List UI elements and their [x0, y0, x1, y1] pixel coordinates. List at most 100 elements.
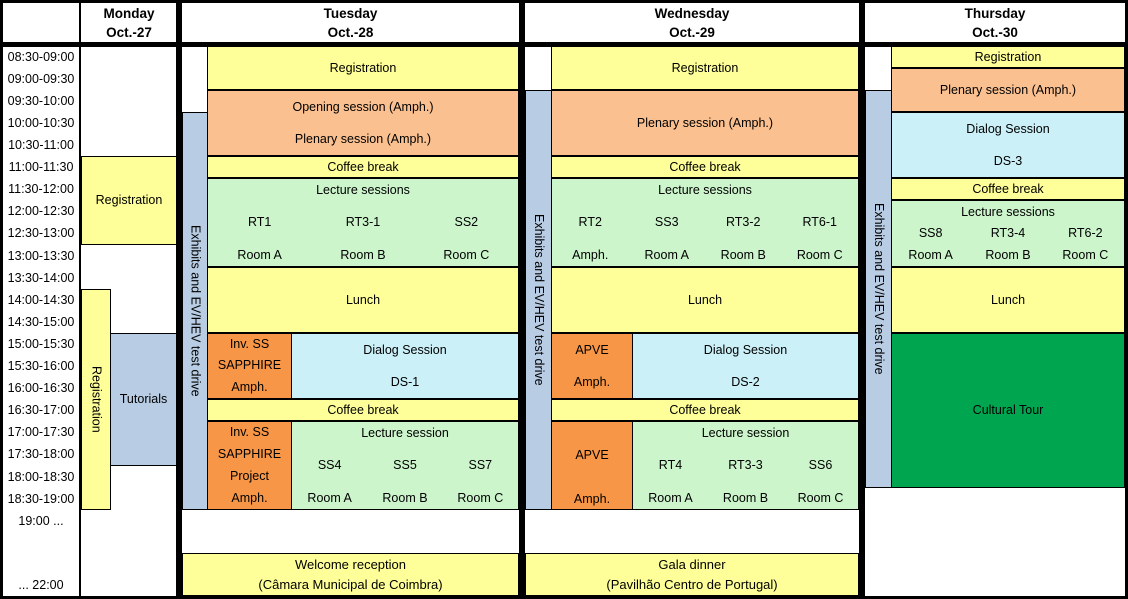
apve-label: APVE — [575, 342, 609, 357]
dialog-session-code: DS-2 — [731, 374, 760, 389]
wednesday-lecture-evening-cell: Lecture session RT4 RT3-3 SS6 Room A Roo… — [632, 421, 859, 510]
invited-session-line: Amph. — [231, 379, 268, 394]
session-RT3-4: RT3-4 — [990, 226, 1026, 240]
tuesday-lunch-cell: Lunch — [207, 267, 519, 333]
session-RT6-2: RT6-2 — [1068, 226, 1103, 240]
tuesday-welcome-reception-cell: Welcome reception (Câmara Municipal de C… — [182, 553, 519, 596]
time-slot: 13:30-14:00 — [7, 271, 75, 285]
session-SS8: SS8 — [918, 226, 943, 240]
invited-session-line: SAPPHIRE — [217, 358, 282, 373]
header-divider — [0, 42, 1128, 47]
session-RT2: RT2 — [578, 215, 602, 229]
lecture-title: Lecture sessions — [658, 183, 752, 197]
monday-tuesday-divider — [176, 3, 182, 596]
invited-session-line: Inv. SS — [229, 425, 270, 440]
invited-session-line: Project — [230, 468, 269, 483]
wednesday-thursday-divider — [859, 3, 865, 596]
amph-label: Amph. — [573, 374, 611, 389]
time-slot: 16:00-16:30 — [7, 381, 75, 395]
room-c-label: Room C — [797, 491, 844, 505]
header-wednesday: Wednesday Oct.-29 — [525, 4, 859, 42]
dialog-session-code: DS-3 — [993, 153, 1023, 168]
room-c-label: Room C — [1062, 248, 1109, 262]
day-name: Thursday — [964, 6, 1026, 21]
thursday-exhibits-strip: Exhibits and EV/HEV test drive — [865, 90, 892, 488]
wednesday-registration-cell: Registration — [551, 46, 859, 90]
time-slot: 10:00-10:30 — [7, 116, 75, 130]
time-slot: 11:00-11:30 — [8, 160, 74, 174]
time-slot: ... 22:00 — [18, 578, 64, 592]
day-name: Monday — [103, 6, 155, 21]
monday-tutorials-cell: Tutorials — [110, 333, 177, 466]
time-slot: 17:30-18:00 — [7, 447, 75, 461]
apve-label: APVE — [575, 447, 609, 462]
lecture-title: Lecture session — [361, 426, 449, 440]
day-date: Oct.-30 — [972, 25, 1018, 40]
time-slot: 13:00-13:30 — [7, 249, 75, 263]
time-slot: 18:30-19:00 — [7, 492, 75, 506]
evening-event-venue: (Câmara Municipal de Coimbra) — [258, 577, 443, 593]
evening-event-title: Welcome reception — [294, 556, 407, 572]
session-RT4: RT4 — [658, 458, 683, 472]
room-c-label: Room C — [457, 491, 504, 505]
invited-session-line: Inv. SS — [229, 337, 270, 352]
wednesday-lecture-morning-cell: Lecture sessions RT2 SS3 RT3-2 RT6-1 Amp… — [551, 178, 859, 267]
border-bottom — [0, 596, 1128, 599]
plenary-session-label: Plenary session (Amph.) — [294, 131, 432, 146]
header-monday: Monday Oct.-27 — [82, 4, 176, 42]
day-date: Oct.-29 — [669, 25, 715, 40]
thursday-lunch-cell: Lunch — [891, 267, 1125, 333]
time-slot: 09:00-09:30 — [7, 72, 75, 86]
wednesday-dialog-session-cell: Dialog Session DS-2 — [632, 333, 859, 399]
room-b-label: Room B — [985, 248, 1031, 262]
wednesday-gala-dinner-cell: Gala dinner (Pavilhão Centro de Portugal… — [525, 553, 859, 596]
tuesday-registration-cell: Registration — [207, 46, 519, 90]
header-tuesday: Tuesday Oct.-28 — [182, 4, 519, 42]
thursday-lecture-cell: Lecture sessions SS8 RT3-4 RT6-2 Room A … — [891, 200, 1125, 267]
room-b-label: Room B — [722, 491, 769, 505]
time-slot: 14:30-15:00 — [7, 315, 75, 329]
room-a-label: Room A — [648, 491, 693, 505]
evening-event-venue: (Pavilhão Centro de Portugal) — [606, 577, 778, 593]
wednesday-apve-cell: APVE Amph. — [551, 333, 633, 399]
monday-registration-cell: Registration — [81, 156, 177, 245]
session-SS4: SS4 — [317, 458, 342, 472]
time-slot: 09:30-10:00 — [7, 94, 75, 108]
wednesday-plenary-cell: Plenary session (Amph.) — [551, 90, 859, 156]
day-name: Wednesday — [654, 6, 730, 21]
time-slot: 18:00-18:30 — [7, 470, 75, 484]
room-a-label: Room A — [307, 491, 352, 505]
header-thursday: Thursday Oct.-30 — [865, 4, 1125, 42]
wednesday-lunch-cell: Lunch — [551, 267, 859, 333]
opening-session-label: Opening session (Amph.) — [292, 99, 434, 114]
room-c-label: Room C — [443, 248, 490, 262]
amph-label: Amph. — [572, 248, 609, 262]
room-b-label: Room B — [382, 491, 428, 505]
time-slot: 12:00-12:30 — [7, 204, 75, 218]
tuesday-wednesday-divider — [519, 3, 525, 596]
lecture-title: Lecture session — [701, 426, 790, 440]
session-SS6: SS6 — [808, 458, 833, 472]
room-b-label: Room B — [340, 248, 386, 262]
session-SS2: SS2 — [454, 215, 479, 229]
tuesday-lecture-morning-cell: Lecture sessions RT1 RT3-1 SS2 Room A Ro… — [207, 178, 519, 267]
tuesday-dialog-session-cell: Dialog Session DS-1 — [291, 333, 519, 399]
room-a-label: Room A — [644, 248, 689, 262]
session-RT1: RT1 — [247, 215, 272, 229]
time-slot: 14:00-14:30 — [7, 293, 75, 307]
thursday-coffee-break-cell: Coffee break — [891, 178, 1125, 200]
session-RT6-1: RT6-1 — [802, 215, 837, 229]
tuesday-invited-session-cell: Inv. SS SAPPHIRE Amph. — [207, 333, 292, 399]
room-b-label: Room B — [720, 248, 766, 262]
thursday-dialog-session-cell: Dialog Session DS-3 — [891, 112, 1125, 178]
dialog-session-title: Dialog Session — [703, 342, 788, 357]
dialog-session-title: Dialog Session — [966, 121, 1050, 136]
border-left — [0, 0, 3, 599]
dialog-session-code: DS-1 — [390, 374, 420, 389]
session-SS3: SS3 — [654, 215, 679, 229]
invited-session-line: Amph. — [231, 490, 268, 505]
time-slot: 19:00 ... — [18, 514, 64, 528]
thursday-plenary-cell: Plenary session (Amph.) — [891, 68, 1125, 112]
day-date: Oct.-28 — [327, 25, 374, 40]
